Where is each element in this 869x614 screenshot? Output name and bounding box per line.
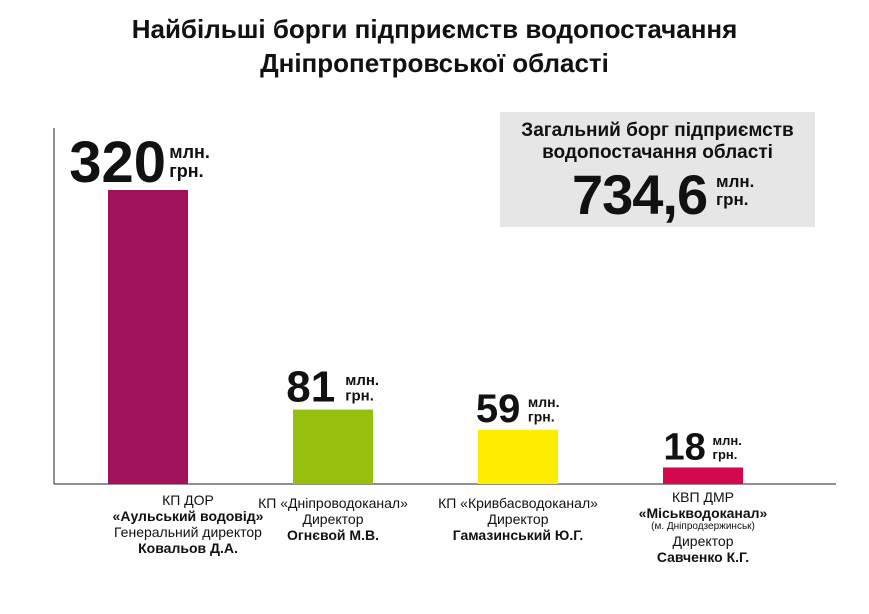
category-label-4-line5: Савченко К.Г.	[656, 549, 750, 565]
category-label-4-line4: Директор	[672, 533, 734, 549]
bar-2	[293, 409, 373, 484]
bar-1	[108, 190, 188, 484]
total-debt-value: 734,6	[572, 163, 708, 226]
data-label-unit-4-line1: млн.	[713, 433, 742, 448]
category-label-2-line1: КП «Дніпроводоканал»	[258, 495, 408, 511]
category-label-1: КП ДОР «Аульський водовід» Генеральний д…	[63, 492, 313, 556]
category-label-2-line3: Огнєвой М.В.	[287, 527, 379, 543]
category-label-4-line2: «Міськводоканал»	[638, 505, 768, 521]
data-label-unit-1-line1: млн.	[169, 142, 210, 162]
category-label-2-line2: Директор	[302, 511, 364, 527]
total-debt-box: Загальний борг підприємств водопостачанн…	[500, 112, 815, 227]
category-label-1-line4: Ковальов Д.А.	[138, 540, 238, 556]
data-label-3: 59	[476, 387, 521, 431]
total-debt-unit-line2: грн.	[716, 190, 749, 209]
chart-title-line2: Дніпропетровської області	[260, 48, 609, 78]
category-label-4: КВП ДМР «Міськводоканал» (м. Дніпродзерж…	[613, 489, 793, 565]
category-label-1-line1: КП ДОР	[162, 492, 214, 508]
category-label-1-line3: Генеральний директор	[114, 524, 262, 540]
bar-3	[478, 429, 558, 484]
chart-title: Найбільші борги підприємств водопостачан…	[0, 12, 869, 80]
category-label-4-line1: КВП ДМР	[672, 489, 734, 505]
total-debt-label: Загальний борг підприємств водопостачанн…	[500, 120, 815, 164]
data-label-unit-4-line2: грн.	[713, 447, 738, 462]
category-label-2: КП «Дніпроводоканал» Директор Огнєвой М.…	[233, 495, 433, 543]
total-debt-label-line2: водопостачання області	[542, 142, 773, 163]
category-label-1-line2: «Аульський водовід»	[112, 508, 264, 524]
data-label-unit-1-line2: грн.	[169, 161, 203, 181]
total-debt-label-line1: Загальний борг підприємств	[521, 120, 794, 141]
data-label-unit-3-line2: грн.	[528, 409, 555, 425]
category-label-3-line3: Гамазинський Ю.Г.	[452, 527, 584, 543]
category-label-4-line3: (м. Дніпродзержинськ)	[651, 521, 755, 532]
total-debt-unit: млн. грн.	[716, 173, 754, 209]
data-label-unit-2-line2: грн.	[345, 388, 374, 405]
bar-4	[663, 467, 743, 484]
data-label-4: 18	[664, 426, 706, 468]
category-label-3-line2: Директор	[487, 511, 549, 527]
category-label-3-line1: КП «Кривбасводоканал»	[438, 495, 598, 511]
category-label-3: КП «Кривбасводоканал» Директор Гамазинсь…	[418, 495, 618, 543]
data-label-unit-3-line1: млн.	[528, 394, 560, 410]
total-debt-unit-line1: млн.	[716, 172, 755, 191]
data-label-1: 320	[69, 130, 166, 195]
data-label-unit-2-line1: млн.	[345, 372, 379, 389]
data-label-2: 81	[286, 363, 335, 412]
chart-title-line1: Найбільші борги підприємств водопостачан…	[131, 14, 738, 44]
